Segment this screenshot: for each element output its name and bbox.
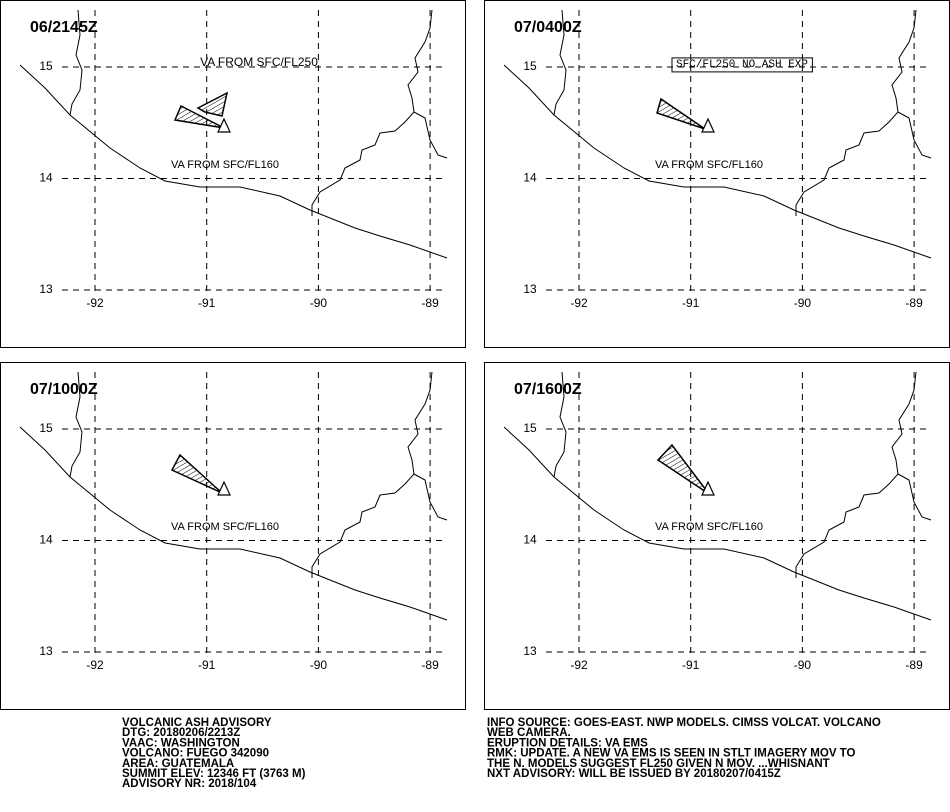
- lon-label: -92: [570, 658, 588, 672]
- advisory-text: WEB CAMERA.: [487, 727, 571, 739]
- coastline: [413, 111, 448, 159]
- lon-label: -91: [682, 658, 700, 672]
- ash-cloud: [656, 443, 710, 495]
- panel-frame: [0, 0, 466, 348]
- lat-label: 15: [39, 59, 53, 73]
- valid-time: 07/1600Z: [514, 381, 582, 398]
- lon-label: -92: [86, 296, 104, 310]
- coastline: [795, 9, 917, 216]
- lon-label: -90: [794, 658, 812, 672]
- ash-label: VA FROM SFC/FL160: [171, 521, 279, 533]
- lat-label: 14: [523, 171, 537, 185]
- map-panel: -92 -91 -90 -89 15 14 13 07/1000Z VA FROM SFC/FL…: [0, 362, 466, 710]
- lon-label: -91: [198, 658, 216, 672]
- coastline: [19, 426, 448, 621]
- ash-cloud: [170, 453, 223, 494]
- lon-label: -89: [421, 658, 439, 672]
- lat-label: 14: [523, 533, 537, 547]
- advisory-text: VAAC: WASHINGTON: [122, 737, 240, 749]
- ash-label: VA FROM SFC/FL160: [655, 159, 763, 171]
- coastline: [413, 473, 448, 521]
- ash-label: VA FROM SFC/FL160: [171, 159, 279, 171]
- advisory-text: INFO SOURCE: GOES-EAST. NWP MODELS. CIMS…: [487, 717, 881, 729]
- volcano: [701, 480, 715, 496]
- coastline: [311, 371, 433, 578]
- volcano: [217, 480, 231, 496]
- advisory-text: THE N. MODELS SUGGEST FL250 GIVEN N MOV.…: [487, 758, 830, 770]
- lon-label: -91: [198, 296, 216, 310]
- lon-label: -92: [86, 658, 104, 672]
- map-panel: -92 -91 -90 -89 15 14 13 07/1600Z VA FROM SFC/FL…: [484, 362, 950, 710]
- coastline: [897, 111, 932, 159]
- lon-label: -89: [905, 296, 923, 310]
- panel-frame: [484, 0, 950, 348]
- advisory-text: NXT ADVISORY: WILL BE ISSUED BY 20180207…: [487, 768, 781, 780]
- volcano: [701, 117, 715, 133]
- lon-label: -90: [794, 296, 812, 310]
- valid-time: 06/2145Z: [30, 19, 98, 36]
- advisory-text: RMK: UPDATE. A NEW VA EMS IS SEEN IN STL…: [487, 748, 855, 760]
- lat-label: 13: [523, 644, 537, 658]
- ash-cloud: [196, 91, 229, 117]
- lon-label: -89: [421, 296, 439, 310]
- ash-cloud: [173, 104, 225, 129]
- coastline: [311, 9, 433, 216]
- lat-label: 14: [39, 171, 53, 185]
- panel-frame: [0, 362, 466, 710]
- lat-label: 14: [39, 533, 53, 547]
- map-panel: -92 -91 -90 -89 15 14 13 07/0400Z SFC/FL250 NO A…: [484, 0, 950, 348]
- volcano: [217, 117, 231, 133]
- coastline: [19, 64, 448, 259]
- advisory-text: DTG: 20180206/2213Z: [122, 727, 240, 739]
- advisory-text: VOLCANIC ASH ADVISORY: [122, 717, 272, 729]
- valid-time: 07/0400Z: [514, 19, 582, 36]
- coastline: [69, 371, 83, 478]
- label-box: [671, 57, 813, 73]
- valid-time: 07/1000Z: [30, 381, 98, 398]
- lat-label: 15: [39, 421, 53, 435]
- advisory-text: AREA: GUATEMALA: [122, 758, 234, 770]
- lon-label: -91: [682, 296, 700, 310]
- lon-label: -89: [905, 658, 923, 672]
- map-panel: -92 -91 -90 -89 15 14 13 06/2145Z VA FROM SFC/FL…: [0, 0, 466, 348]
- ash-label: VA FROM SFC/FL160: [655, 521, 763, 533]
- panel-frame: [484, 362, 950, 710]
- lon-label: -90: [310, 658, 328, 672]
- lat-label: 13: [39, 282, 53, 296]
- coastline: [897, 473, 932, 521]
- lat-label: 15: [523, 59, 537, 73]
- advisory-text: ERUPTION DETAILS: VA EMS: [487, 737, 648, 749]
- coastline: [503, 426, 932, 621]
- advisory-text: VOLCANO: FUEGO 342090: [122, 748, 269, 760]
- ash-label: VA FROM SFC/FL250: [200, 55, 318, 69]
- lon-label: -90: [310, 296, 328, 310]
- advisory-text: SUMMIT ELEV: 12346 FT (3763 M): [122, 768, 306, 780]
- coastline: [795, 371, 917, 578]
- lat-label: 13: [523, 282, 537, 296]
- coastline: [503, 64, 932, 259]
- advisory-text: ADVISORY NR: 2018/104: [122, 778, 257, 790]
- lon-label: -92: [570, 296, 588, 310]
- coastline: [553, 9, 567, 116]
- ash-cloud: [656, 97, 706, 130]
- coastline: [553, 371, 567, 478]
- coastline: [69, 9, 83, 116]
- lat-label: 13: [39, 644, 53, 658]
- lat-label: 15: [523, 421, 537, 435]
- ash-label: SFC/FL250 NO ASH EXP: [676, 59, 808, 71]
